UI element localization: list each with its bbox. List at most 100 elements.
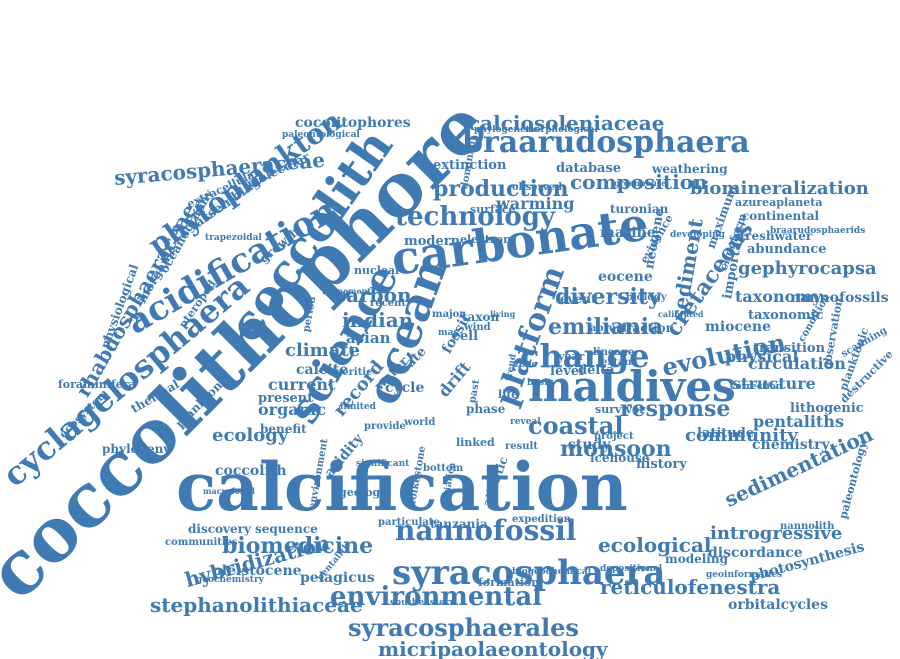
- word-cloud-word: response: [620, 396, 731, 422]
- word-cloud-word: introgressive: [710, 523, 843, 544]
- word-cloud-word: micripaolaeontology: [378, 637, 608, 659]
- word-cloud-word: asian: [346, 329, 391, 347]
- word-cloud-word: past: [467, 378, 483, 404]
- word-cloud-word: weathering: [652, 162, 728, 176]
- word-cloud-word: modern: [404, 234, 461, 249]
- word-cloud-word: organic: [258, 400, 327, 419]
- word-cloud-word: coccolith: [215, 463, 287, 479]
- word-cloud-word: biomineralization: [690, 178, 869, 199]
- word-cloud-word: result: [505, 441, 538, 452]
- word-cloud-word: marine: [600, 225, 656, 241]
- word-cloud-word: cell: [452, 329, 479, 344]
- word-cloud-word: biogeochemical: [512, 567, 592, 577]
- word-cloud-word: electron: [460, 233, 512, 246]
- word-cloud-word: phylogeny: [102, 442, 171, 456]
- word-cloud-word: world: [404, 417, 436, 428]
- word-cloud-word: monsoon: [560, 436, 672, 462]
- word-cloud-word: wind: [464, 322, 491, 333]
- word-cloud-word: pleistocene: [212, 563, 302, 579]
- word-cloud-word: orbitalcycles: [728, 597, 828, 613]
- word-cloud-word: gephyrocapsa: [738, 258, 877, 279]
- word-cloud-word: composition: [570, 170, 708, 194]
- word-cloud-word: stephanolithiaceae: [150, 593, 363, 617]
- word-cloud-word: syracosphaerales: [348, 613, 579, 642]
- word-cloud-word: reticulofenestra: [600, 575, 781, 599]
- word-cloud-word: coastal: [528, 411, 624, 440]
- word-cloud-word: surface: [470, 203, 516, 216]
- word-cloud-word: developing: [670, 230, 725, 240]
- word-cloud-word: phase: [466, 402, 506, 416]
- word-cloud-word: year: [558, 350, 585, 363]
- word-cloud-word: project: [594, 431, 634, 442]
- word-cloud-word: living: [490, 309, 516, 319]
- word-cloud-word: chemistry: [752, 437, 830, 453]
- word-cloud-word: fraction: [621, 321, 675, 335]
- word-cloud-word: braarudosphaerids: [770, 226, 866, 236]
- word-cloud-word: extinction: [433, 158, 507, 173]
- word-cloud-word: recent: [370, 298, 406, 309]
- word-cloud-word: communities: [165, 537, 238, 548]
- word-cloud-word: braarudosphaera: [462, 125, 750, 160]
- word-cloud-word: event: [560, 292, 597, 306]
- word-cloud-word: discovery: [188, 522, 251, 536]
- word-cloud-word: delta: [578, 363, 615, 378]
- word-cloud-word: lineage: [593, 347, 635, 358]
- word-cloud-word: carbon: [334, 283, 412, 307]
- word-cloud-word: calibrated: [658, 309, 704, 319]
- word-cloud-word: taxonomy: [735, 287, 822, 306]
- word-cloud-word: calcite: [296, 362, 349, 378]
- word-cloud-word: extant: [601, 357, 637, 368]
- word-cloud-word: depositional: [600, 564, 663, 574]
- word-cloud-word: geochemistry: [196, 575, 264, 585]
- word-cloud-word: present: [258, 391, 314, 406]
- word-cloud-word: freshwater: [740, 229, 813, 243]
- word-cloud-word: diversity: [555, 284, 661, 310]
- word-cloud-word: indian: [342, 308, 414, 332]
- word-cloud-word: warming: [496, 194, 575, 213]
- word-cloud-word: ecology: [212, 425, 289, 446]
- word-cloud-word: geology: [339, 486, 387, 499]
- word-cloud-word: significant: [356, 459, 410, 469]
- word-cloud-word: eocene: [598, 269, 653, 285]
- word-cloud-word: benefit: [260, 422, 307, 436]
- word-cloud-word: southeastern: [390, 598, 457, 608]
- word-cloud-word: neritic: [335, 367, 373, 378]
- word-cloud-word: turonian: [610, 202, 669, 216]
- word-cloud-word: nannofossil: [395, 514, 577, 547]
- word-cloud-word: latitude: [697, 426, 755, 441]
- word-cloud-word: linked: [456, 436, 495, 449]
- word-cloud-word: taxon: [462, 310, 500, 324]
- word-cloud-word: phylogenetic: [474, 125, 539, 135]
- word-cloud-word: tanzania: [430, 517, 488, 531]
- word-cloud-word: abundance: [747, 242, 827, 257]
- word-cloud-word: basin: [527, 378, 555, 388]
- word-cloud-word: expedition: [512, 514, 571, 525]
- word-cloud-word: foraminifera: [58, 378, 136, 391]
- word-cloud-word: circulation: [748, 354, 846, 373]
- word-cloud-word: nuclear: [354, 264, 401, 277]
- word-cloud-word: continental: [742, 209, 820, 223]
- word-cloud-word: formation: [478, 576, 540, 589]
- word-cloud-word: cocolitophores: [295, 115, 411, 131]
- word-cloud-word: refinement: [322, 286, 372, 296]
- word-cloud-word: biology: [626, 292, 667, 303]
- word-cloud-word: greenhouse: [614, 178, 667, 188]
- word-cloud-word: pentaliths: [753, 412, 844, 431]
- word-cloud-word: lithogenic: [790, 401, 864, 416]
- word-cloud-word: azureaplaneta: [735, 196, 823, 209]
- word-cloud-word: particulate: [378, 517, 440, 528]
- word-cloud-word: trapezoidal: [205, 233, 262, 243]
- word-cloud-word: morphological: [525, 125, 598, 135]
- word-cloud-word: discordance: [708, 545, 803, 561]
- word-cloud-word: calcification: [176, 448, 628, 526]
- word-cloud-word: study: [568, 437, 611, 453]
- word-cloud-word: database: [556, 161, 622, 176]
- word-cloud-word: maldives: [528, 362, 736, 411]
- word-cloud-word: syracosphaera: [392, 553, 666, 593]
- word-cloud-word: current: [268, 375, 336, 394]
- word-cloud-word: community: [685, 425, 798, 446]
- word-cloud-word: correction: [730, 382, 783, 392]
- word-cloud-word: reveal: [510, 417, 541, 427]
- word-cloud-word: sequence: [255, 522, 318, 536]
